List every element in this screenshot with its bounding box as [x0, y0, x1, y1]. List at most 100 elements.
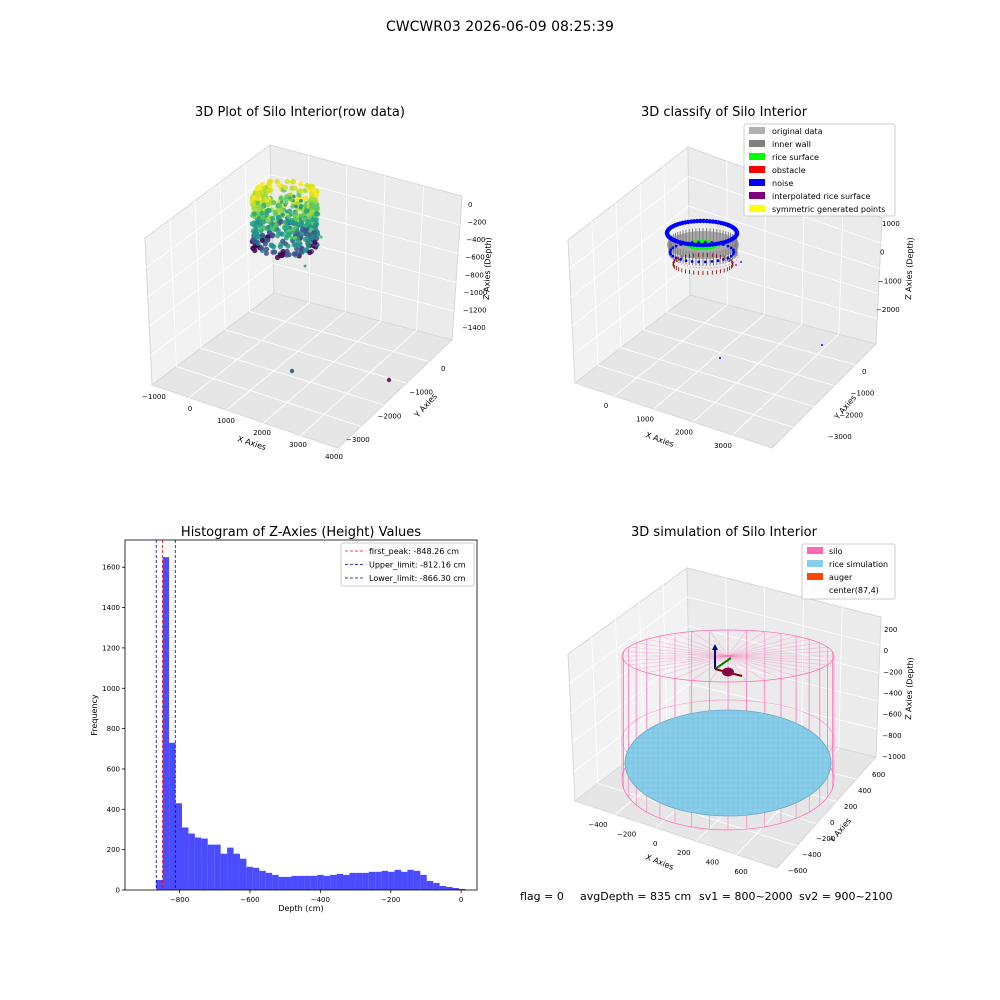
legend-swatch — [749, 140, 765, 147]
legend-swatch — [749, 153, 765, 160]
histogram-bar — [439, 885, 447, 890]
raw-z-tick-labels: 0 −200 −400 −600 −800 −1000 −1200 −1400 — [462, 201, 487, 332]
raw-data-point — [284, 178, 291, 185]
grid-line — [150, 263, 274, 356]
y-tick-label: 200 — [844, 803, 857, 811]
y-tick-label: 0 — [441, 365, 445, 373]
raw-data-point — [249, 221, 255, 227]
raw-data-point — [274, 233, 281, 239]
center-z-arrow-head — [712, 644, 718, 650]
y-tick-label: −400 — [802, 851, 821, 859]
raw-data-point — [304, 222, 310, 228]
raw-data-point — [313, 192, 319, 198]
grid-line — [591, 636, 599, 784]
z-tick-label: −1200 — [463, 306, 487, 314]
silo-roof-spoke — [727, 633, 782, 657]
figure-title: CWCWR03 2026-06-09 08:25:39 — [386, 19, 614, 35]
raw-data-point — [303, 208, 310, 214]
x-tick-label: 0 — [604, 402, 608, 410]
noise-point — [703, 260, 707, 264]
grid-line — [244, 163, 251, 312]
histogram-legend: first_peak: -848.26 cm Upper_limit: -812.… — [340, 542, 475, 587]
grid-line — [570, 625, 689, 714]
y-tick-label: 1600 — [102, 564, 120, 572]
raw-data-point — [266, 180, 272, 187]
classify-y-tick-labels: 0 −1000 −2000 −3000 — [828, 368, 874, 441]
classified-silo-cloud — [664, 218, 823, 359]
status-line: flag = 0 avgDepth = 835 cm sv1 = 800~200… — [520, 890, 893, 903]
histogram-y-axis-label: Frequency — [90, 694, 99, 736]
raw-data-point — [263, 246, 270, 252]
grid-line — [571, 654, 690, 743]
classify-3d-panel: 3D classify of Silo Interior 0 1000 2000 30… — [567, 105, 915, 450]
histogram-bar — [194, 837, 202, 890]
z-tick-label: 200 — [884, 626, 897, 634]
raw-data-point — [252, 247, 258, 254]
noise-point — [729, 254, 733, 258]
raw-y-tick-labels: 0 −1000 −2000 −3000 — [346, 365, 445, 444]
histogram-bar — [355, 872, 363, 890]
silo-roof-spoke — [636, 655, 729, 670]
raw-data-point — [253, 231, 259, 237]
z-tick-label: −800 — [882, 732, 901, 740]
raw-data-outliers — [289, 235, 392, 383]
noise-point — [697, 260, 701, 264]
raw-data-point — [299, 198, 303, 203]
y-tick-label: −3000 — [346, 436, 370, 444]
noise-point — [697, 240, 701, 244]
z-tick-label: −200 — [883, 668, 902, 676]
grid-line — [620, 347, 814, 407]
noise-point — [703, 240, 707, 244]
histogram-bar — [227, 847, 234, 890]
grid-line — [662, 585, 668, 731]
x-tick-label: 2000 — [675, 429, 693, 437]
raw-data-point — [279, 231, 285, 237]
raw-data-point — [270, 226, 276, 232]
raw-data-point — [281, 213, 285, 217]
raw-data-point — [302, 236, 308, 242]
x-tick-label: 200 — [677, 849, 690, 857]
raw-data-point — [259, 210, 265, 216]
raw-data-point — [259, 181, 265, 187]
z-tick-label: −200 — [467, 219, 486, 227]
raw-data-point — [277, 207, 284, 213]
raw-data-point — [284, 234, 289, 238]
histogram-panel: Histogram of Z-Axies (Height) Values −80… — [90, 525, 478, 913]
noise-point — [674, 244, 678, 248]
raw-data-point — [284, 201, 289, 206]
histogram-bar — [433, 882, 440, 890]
y-tick-label: 200 — [107, 846, 120, 854]
raw-data-point — [270, 215, 276, 221]
histogram-bar — [452, 887, 459, 890]
y-tick-label: 1400 — [102, 604, 120, 612]
y-tick-label: −3000 — [828, 433, 852, 441]
noise-outlier-4 — [735, 264, 737, 266]
grid-line — [615, 619, 622, 766]
y-tick-label: 400 — [858, 787, 871, 795]
raw-data-point — [278, 219, 284, 225]
histogram-bar — [285, 876, 292, 890]
silo-roof-spoke — [636, 642, 729, 657]
avg-depth-text: avgDepth = 835 cm — [580, 890, 691, 903]
histogram-bar — [175, 803, 182, 890]
simulation-z-axis-label: Z Axies (Depth) — [904, 657, 915, 720]
noise-point — [671, 246, 675, 250]
histogram-bar — [207, 844, 215, 890]
histogram-bar — [181, 827, 189, 890]
raw-data-point — [294, 204, 298, 209]
raw-data-point — [284, 194, 290, 200]
noise-point — [698, 242, 703, 248]
interpolated-rice-surface-ring — [673, 245, 739, 269]
x-tick-label: 3000 — [289, 441, 307, 449]
legend-label: rice surface — [772, 153, 819, 162]
raw-data-point — [260, 214, 266, 220]
histogram-bar — [381, 870, 389, 890]
x-tick-label: −400 — [588, 821, 607, 829]
grid-line — [838, 607, 843, 749]
noise-point — [710, 241, 714, 244]
sv2-text: sv2 = 900~2100 — [799, 890, 893, 903]
silo-roof-spoke — [727, 655, 828, 666]
histogram-bar — [407, 869, 414, 890]
silo-roof-spoke — [674, 655, 729, 679]
histogram-bar — [246, 866, 253, 890]
